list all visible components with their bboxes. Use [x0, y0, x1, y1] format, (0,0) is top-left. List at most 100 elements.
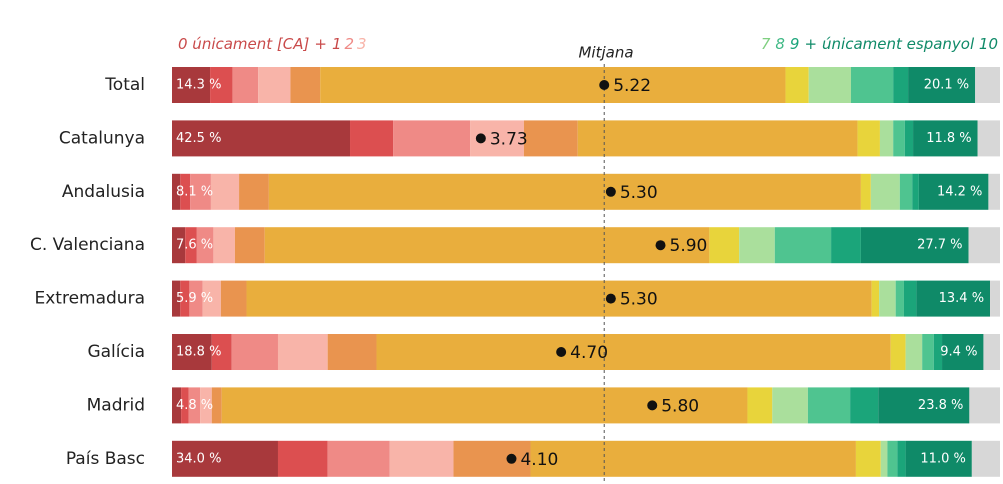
bar-segment	[234, 227, 265, 264]
high-total-label: 14.2 %	[937, 184, 982, 199]
mean-dot	[605, 186, 616, 197]
mean-dot	[475, 133, 486, 144]
legend-entry: únicament espanyol 10	[822, 35, 998, 53]
bar-segment	[523, 120, 578, 157]
bar-segment	[268, 173, 861, 210]
bar-segment	[880, 440, 888, 477]
bar-segment	[971, 440, 1000, 477]
bar-segment	[942, 334, 984, 370]
low-total-label: 8.1 %	[176, 184, 213, 199]
bar-segment	[709, 227, 740, 264]
bar-segment	[189, 280, 203, 317]
category-label: Total	[104, 75, 145, 95]
bar-segment	[912, 173, 919, 210]
bar-segment	[774, 227, 832, 264]
bar-segment	[990, 280, 1000, 317]
bar-segment	[246, 280, 872, 317]
bar-segment	[968, 227, 1000, 264]
legend-entry: 9	[790, 35, 800, 53]
bar-segment	[258, 67, 291, 103]
bar-segment	[857, 120, 880, 157]
bar-segment	[747, 387, 773, 424]
low-total-label: 5.9 %	[176, 291, 213, 306]
high-total-label: 13.4 %	[939, 291, 984, 306]
bar-segment	[180, 280, 190, 317]
bar-segment	[180, 173, 191, 210]
bar-segment	[785, 67, 809, 103]
legend-entry: 7	[761, 35, 771, 53]
bar-segment	[190, 173, 211, 210]
bar-segment	[181, 387, 189, 424]
legend-entry: 3	[357, 35, 367, 53]
bar-segment	[890, 334, 906, 370]
mean-dot	[599, 80, 610, 90]
bar-segment	[983, 334, 1000, 370]
mean-value-label: 5.90	[670, 236, 708, 256]
bar-segment	[899, 173, 913, 210]
bar-segment	[453, 440, 531, 477]
bar-segment	[530, 440, 856, 477]
bar-segment	[172, 334, 212, 370]
bar-segment	[202, 280, 221, 317]
bar-segment	[903, 280, 917, 317]
bar-segment	[196, 227, 214, 264]
bar-segment	[772, 387, 808, 424]
bar-segment	[897, 440, 906, 477]
bar-segment	[221, 387, 748, 424]
mean-value-label: 3.73	[490, 129, 528, 149]
bar-segment	[893, 120, 905, 157]
mean-dot	[506, 453, 517, 464]
bar-segment	[210, 173, 240, 210]
mean-dot	[647, 400, 658, 411]
bar-segment	[172, 227, 186, 264]
bar-segment	[933, 334, 943, 370]
bar-segment	[913, 120, 978, 157]
bar-segment	[172, 120, 351, 157]
legend-entry: +	[314, 35, 327, 53]
bar-segment	[172, 173, 181, 210]
bar-segment	[172, 440, 278, 477]
legend-entry: +	[804, 35, 817, 53]
bar-segment	[213, 227, 235, 264]
bar-segment	[210, 67, 233, 103]
bar-segment	[172, 280, 181, 317]
bar-segment	[327, 334, 377, 370]
high-total-label: 11.0 %	[920, 451, 965, 466]
bar-segment	[350, 120, 394, 157]
legend-entry: 2	[345, 35, 355, 53]
legend-entry: 8	[775, 35, 785, 53]
bar-segment	[860, 227, 969, 264]
bar-segment	[277, 334, 328, 370]
bar-segment	[855, 440, 881, 477]
bar-segment	[850, 67, 894, 103]
category-label: Madrid	[87, 395, 145, 415]
mean-value-label: 5.22	[613, 76, 651, 96]
bar-segment	[879, 120, 894, 157]
bar-segment	[231, 334, 278, 370]
bar-segment	[807, 387, 851, 424]
bar-segment	[376, 334, 891, 370]
high-total-label: 23.8 %	[918, 398, 963, 413]
bar-segment	[977, 120, 1000, 157]
legend-right: 7 8 9 + únicament espanyol 10	[761, 35, 998, 53]
mean-value-label: 4.70	[570, 343, 608, 363]
bar-segment	[172, 67, 211, 103]
category-label: C. Valenciana	[30, 235, 145, 255]
bar-segment	[895, 280, 904, 317]
category-label: Andalusia	[62, 182, 145, 202]
bar-segment	[172, 387, 182, 424]
bar-segment	[277, 440, 328, 477]
category-label: País Basc	[66, 449, 145, 469]
bar-segment	[211, 387, 222, 424]
low-total-label: 42.5 %	[176, 131, 221, 146]
bar-segment	[871, 280, 880, 317]
bar-segment	[870, 173, 900, 210]
bar-segment	[188, 387, 201, 424]
bar-segment	[905, 440, 972, 477]
category-label: Catalunya	[59, 128, 145, 148]
bar-segment	[908, 67, 976, 103]
bar-segment	[887, 440, 898, 477]
bar-segment	[850, 387, 879, 424]
mean-dot	[556, 347, 567, 357]
bar-segment	[232, 67, 259, 103]
